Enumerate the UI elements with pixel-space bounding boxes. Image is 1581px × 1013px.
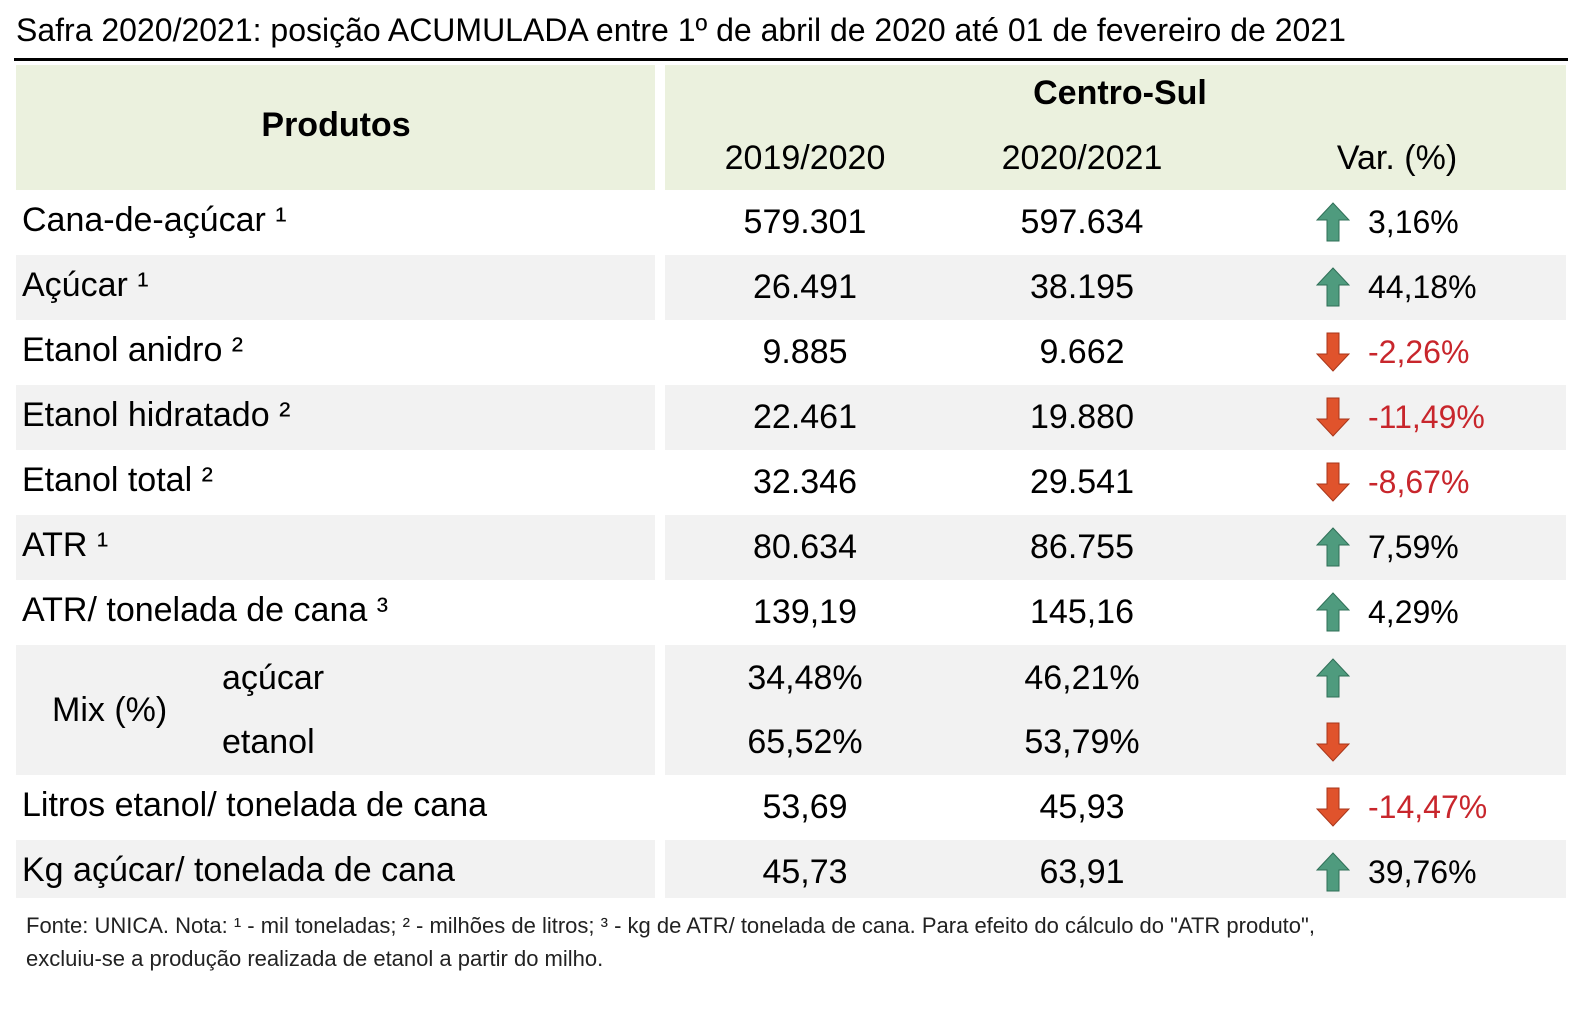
sub-label: açúcar [222, 659, 325, 697]
row-label: Cana-de-açúcar ¹ [22, 201, 287, 239]
variation: 39,76% [1368, 854, 1477, 890]
header-region: Centro-Sul [1033, 74, 1207, 112]
cell-value: 80.634 [753, 528, 857, 566]
row-bg [665, 775, 1566, 840]
variation: 7,59% [1368, 529, 1459, 565]
header-products: Produtos [261, 106, 411, 144]
row-label: Litros etanol/ tonelada de cana [22, 786, 488, 824]
cell-value: 53,79% [1024, 723, 1140, 761]
column-header: Var. (%) [1336, 139, 1458, 177]
footnote: excluiu-se a produção realizada de etano… [26, 946, 604, 971]
cell-value: 145,16 [1030, 593, 1134, 631]
trend-arrow [1316, 202, 1350, 242]
cell-value: 9.662 [1039, 333, 1125, 371]
arrow-shape [1316, 592, 1350, 632]
arrow-shape [1316, 462, 1350, 502]
row-bg [16, 450, 655, 515]
column-header: 2019/2020 [724, 139, 886, 177]
footnote: Fonte: UNICA. Nota: ¹ - mil toneladas; ²… [26, 913, 1315, 938]
cell-value: 9.885 [762, 333, 848, 371]
row-bg [665, 385, 1566, 450]
variation: -2,26% [1368, 334, 1470, 370]
row-bg [16, 255, 655, 320]
cell-value: 34,48% [747, 659, 863, 697]
trend-arrow [1316, 852, 1350, 892]
row-label: Etanol hidratado ² [22, 396, 291, 434]
column-header: 2020/2021 [1001, 139, 1163, 177]
row-bg [16, 840, 655, 898]
row-bg [16, 580, 655, 645]
row-label: Etanol anidro ² [22, 331, 244, 369]
arrow-shape [1316, 787, 1350, 827]
variation: 3,16% [1368, 204, 1459, 240]
row-label: ATR ¹ [22, 526, 109, 564]
row-label: Açúcar ¹ [22, 266, 149, 304]
title-rule [14, 58, 1568, 61]
variation: 44,18% [1368, 269, 1477, 305]
row-bg [16, 190, 655, 255]
row-bg [665, 320, 1566, 385]
variation: -11,49% [1368, 399, 1485, 435]
trend-arrow [1316, 722, 1350, 762]
row-bg [665, 255, 1566, 320]
row-label: ATR/ tonelada de cana ³ [22, 591, 389, 629]
arrow-shape [1316, 658, 1350, 698]
cell-value: 29.541 [1030, 463, 1134, 501]
row-bg [665, 190, 1566, 255]
row-bg [16, 645, 655, 775]
row-bg [16, 320, 655, 385]
row-bg [16, 515, 655, 580]
header-bg [16, 65, 655, 190]
trend-arrow [1316, 462, 1350, 502]
cell-value: 46,21% [1024, 659, 1140, 697]
cell-value: 19.880 [1030, 398, 1134, 436]
arrow-shape [1316, 267, 1350, 307]
trend-arrow [1316, 787, 1350, 827]
row-label: Mix (%) [52, 691, 168, 729]
cell-value: 597.634 [1020, 203, 1144, 241]
cell-value: 26.491 [753, 268, 857, 306]
arrow-shape [1316, 397, 1350, 437]
variation: -8,67% [1368, 464, 1470, 500]
row-bg [16, 775, 655, 840]
arrow-shape [1316, 332, 1350, 372]
title: Safra 2020/2021: posição ACUMULADA entre… [16, 12, 1346, 48]
arrow-shape [1316, 852, 1350, 892]
cell-value: 65,52% [747, 723, 863, 761]
cell-value: 579.301 [743, 203, 867, 241]
trend-arrow [1316, 397, 1350, 437]
arrow-shape [1316, 527, 1350, 567]
row-bg [665, 840, 1566, 898]
cell-value: 45,73 [762, 853, 848, 891]
sub-label: etanol [222, 723, 315, 761]
cell-value: 22.461 [753, 398, 857, 436]
cell-value: 139,19 [753, 593, 857, 631]
cell-value: 45,93 [1039, 788, 1125, 826]
row-bg [665, 645, 1566, 775]
trend-arrow [1316, 592, 1350, 632]
trend-arrow [1316, 527, 1350, 567]
arrow-shape [1316, 202, 1350, 242]
cell-value: 38.195 [1030, 268, 1134, 306]
row-label: Kg açúcar/ tonelada de cana [22, 851, 455, 889]
variation: -14,47% [1368, 789, 1488, 825]
header-bg [665, 65, 1566, 190]
variation: 4,29% [1368, 594, 1459, 630]
cell-value: 86.755 [1030, 528, 1134, 566]
cell-value: 53,69 [762, 788, 848, 826]
trend-arrow [1316, 658, 1350, 698]
trend-arrow [1316, 332, 1350, 372]
row-label: Etanol total ² [22, 461, 213, 499]
cell-value: 32.346 [753, 463, 857, 501]
row-bg [665, 580, 1566, 645]
row-bg [16, 385, 655, 450]
trend-arrow [1316, 267, 1350, 307]
cell-value: 63,91 [1039, 853, 1125, 891]
row-bg [665, 450, 1566, 515]
row-bg [665, 515, 1566, 580]
arrow-shape [1316, 722, 1350, 762]
